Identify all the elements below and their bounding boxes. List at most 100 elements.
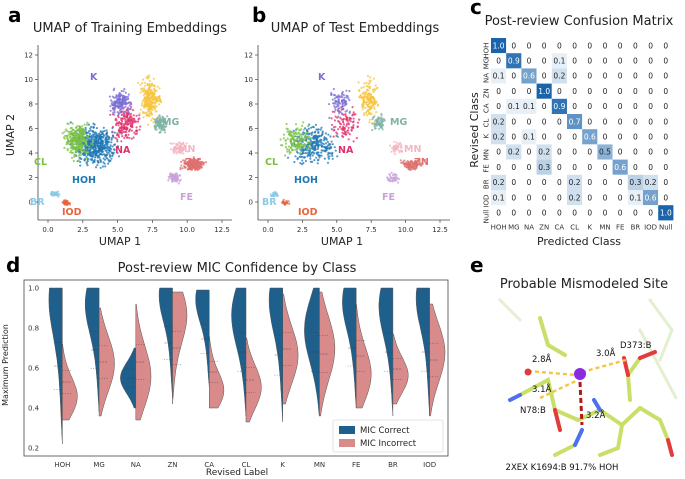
umap-point [68,201,71,205]
umap-point [109,99,113,102]
umap-point [290,131,293,134]
umap-point [113,108,116,111]
cm-value: 0.1 [493,193,505,202]
umap-point [369,108,372,111]
umap-point [74,140,78,143]
umap-point [297,132,300,135]
umap-point [294,155,297,158]
cm-value: 0 [572,148,577,157]
umap-point [79,157,82,160]
umap-point [323,157,326,160]
umap-point [394,152,397,156]
umap-point [366,74,369,77]
umap-point [139,108,142,111]
umap-point [361,108,364,111]
umap-point [325,145,328,149]
umap-point [85,135,88,138]
umap-point [95,137,98,140]
cm-value: 0 [663,163,668,172]
distance-label-2: 3.0Å [596,347,616,359]
umap-point [90,145,93,148]
umap-point [176,175,179,178]
umap-point [123,87,126,91]
umap-point [116,145,119,148]
umap-point [110,137,113,140]
umap-point [79,136,82,139]
umap-point [72,159,75,163]
umap-point [107,162,110,165]
cm-value: 0 [603,133,608,142]
umap-point [94,136,97,139]
umap-point [116,133,119,136]
cm-row-label: MN [482,149,490,160]
umap-point [111,125,115,128]
umap-point [342,132,345,135]
umap-point [139,125,142,128]
umap-point [348,119,351,122]
umap-point [83,130,86,133]
umap-point [145,76,148,79]
cm-value: 0 [618,57,623,66]
umap-point [344,110,347,113]
umap-point [121,135,124,138]
cm-value: 0.1 [523,133,535,142]
umap-point [301,124,304,127]
umap-point [368,85,371,88]
cluster-label-mn: MN [404,144,421,155]
umap-point [337,109,341,113]
umap-point [126,136,129,139]
umap-point [78,145,81,148]
umap-point [124,91,127,94]
umap-point [301,146,304,149]
cm-value: 0.2 [569,178,581,187]
cm-value: 0 [542,72,547,81]
umap-point [92,151,96,154]
umap-point [128,118,131,122]
umap-point [89,129,92,132]
cluster-label-k: K [318,72,326,83]
umap-point [92,152,95,156]
umap-point [399,159,402,162]
umap-point [118,127,122,130]
umap-point [367,111,371,114]
umap-point [346,120,349,123]
panel-d-ylabel: Maximum Prediction [1,324,10,406]
umap-point [146,90,149,93]
umap-point [138,112,141,115]
umap-point [148,115,151,118]
panel-d-xlabel: Revised Label [206,468,268,478]
umap-point [96,164,99,167]
umap-point [300,135,303,139]
umap-point [172,148,175,151]
umap-point [292,142,295,145]
cm-value: 0.2 [493,133,505,142]
umap-point [62,201,65,204]
cm-value: 0.1 [523,102,535,111]
cm-value: 0 [618,133,623,142]
umap-point [112,89,115,92]
cm-value: 0 [603,102,608,111]
cm-value: 0.6 [645,193,657,202]
cm-value: 0 [572,57,577,66]
umap-point [125,123,128,126]
umap-point [314,145,317,148]
cm-value: 0 [633,163,638,172]
umap-point [83,157,86,161]
umap-point [336,105,339,108]
umap-point [375,111,378,114]
umap-point [125,131,128,134]
cm-value: 0.5 [599,148,611,157]
umap-point [154,99,157,102]
umap-point [196,167,199,171]
umap-point [153,107,156,110]
umap-point [367,89,370,92]
umap-point [96,149,99,152]
umap-point [388,178,391,181]
cluster-label-fe: FE [382,192,395,203]
umap-point [118,95,121,98]
cm-value: 0 [633,117,638,126]
cm-value: 0 [557,117,562,126]
umap-point [152,101,155,105]
cm-value: 0 [663,41,668,50]
umap-point [81,139,84,142]
